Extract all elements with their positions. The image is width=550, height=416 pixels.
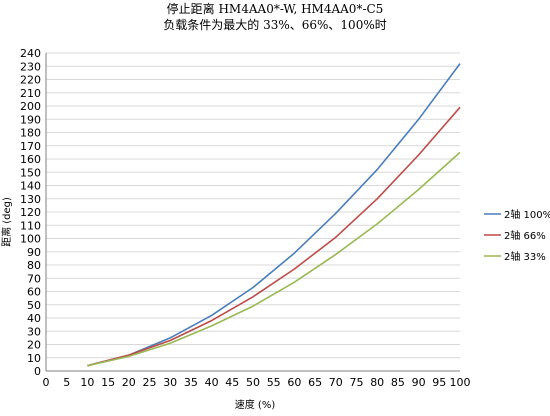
y-tick-label: 200 (20, 100, 41, 113)
series-layer (87, 63, 461, 367)
y-tick-label: 110 (20, 219, 41, 232)
y-tick-label: 30 (27, 325, 41, 338)
x-tick-label: 85 (391, 376, 405, 389)
y-tick-label: 50 (27, 299, 41, 312)
x-tick-label: 90 (412, 376, 426, 389)
x-tick-label: 10 (80, 376, 94, 389)
y-tick-label: 60 (27, 286, 41, 299)
y-tick-label: 10 (27, 352, 41, 365)
legend: 2轴 100% 2轴 66% 2轴 33% (484, 208, 550, 263)
y-tick-label: 20 (27, 339, 41, 352)
y-tick-label: 190 (20, 113, 41, 126)
x-tick-label: 5 (63, 376, 70, 389)
grid-layer (46, 52, 460, 359)
y-tick-label: 220 (20, 74, 41, 87)
x-tick-label: 75 (350, 376, 364, 389)
chart-title: 停止距离 HM4AA0*-W, HM4AA0*-C5 (167, 1, 384, 16)
x-tick-label: 60 (287, 376, 301, 389)
y-tick-label: 130 (20, 193, 41, 206)
x-tick-labels: 0 5 10 15 20 25 30 35 40 45 50 55 60 65 70 75 80 85 90 95 10… (43, 376, 471, 389)
y-tick-label: 240 (20, 47, 41, 60)
series-line-2 (87, 106, 461, 367)
chart-subtitle: 负载条件为最大的 33%、66%、100%时 (163, 17, 386, 32)
x-tick-label: 65 (308, 376, 322, 389)
x-tick-label: 50 (246, 376, 260, 389)
x-tick-label: 15 (101, 376, 115, 389)
x-axis-title: 速度 (%) (235, 398, 276, 411)
x-tick-label: 100 (450, 376, 471, 389)
x-tick-label: 25 (143, 376, 157, 389)
x-tick-label: 30 (163, 376, 177, 389)
y-tick-label: 160 (20, 153, 41, 166)
axis-layer (45, 53, 460, 372)
y-tick-label: 90 (27, 246, 41, 259)
x-tick-label: 80 (370, 376, 384, 389)
legend-label: 2轴 66% (504, 229, 546, 242)
y-axis-title: 距离 (deg) (0, 197, 13, 247)
x-tick-label: 0 (43, 376, 50, 389)
y-tick-label: 150 (20, 166, 41, 179)
y-tick-label: 70 (27, 272, 41, 285)
y-tick-label: 40 (27, 312, 41, 325)
x-tick-label: 70 (329, 376, 343, 389)
x-tick-label: 20 (122, 376, 136, 389)
series-line-3 (87, 151, 461, 367)
x-tick-label: 35 (184, 376, 198, 389)
y-tick-label: 230 (20, 60, 41, 73)
y-tick-label: 180 (20, 127, 41, 140)
y-tick-label: 100 (20, 233, 41, 246)
series-line-1 (87, 63, 461, 367)
y-tick-label: 80 (27, 259, 41, 272)
y-tick-label: 0 (34, 365, 41, 378)
y-tick-label: 140 (20, 180, 41, 193)
y-tick-label: 170 (20, 140, 41, 153)
legend-label: 2轴 100% (504, 208, 550, 221)
y-tick-label: 120 (20, 206, 41, 219)
y-tick-label: 210 (20, 87, 41, 100)
legend-label: 2轴 33% (504, 250, 546, 263)
x-tick-label: 95 (432, 376, 446, 389)
x-tick-label: 55 (267, 376, 281, 389)
y-tick-labels: 0102030405060708090100110120130140150160… (20, 47, 41, 378)
x-tick-label: 40 (205, 376, 219, 389)
x-tick-label: 45 (225, 376, 239, 389)
